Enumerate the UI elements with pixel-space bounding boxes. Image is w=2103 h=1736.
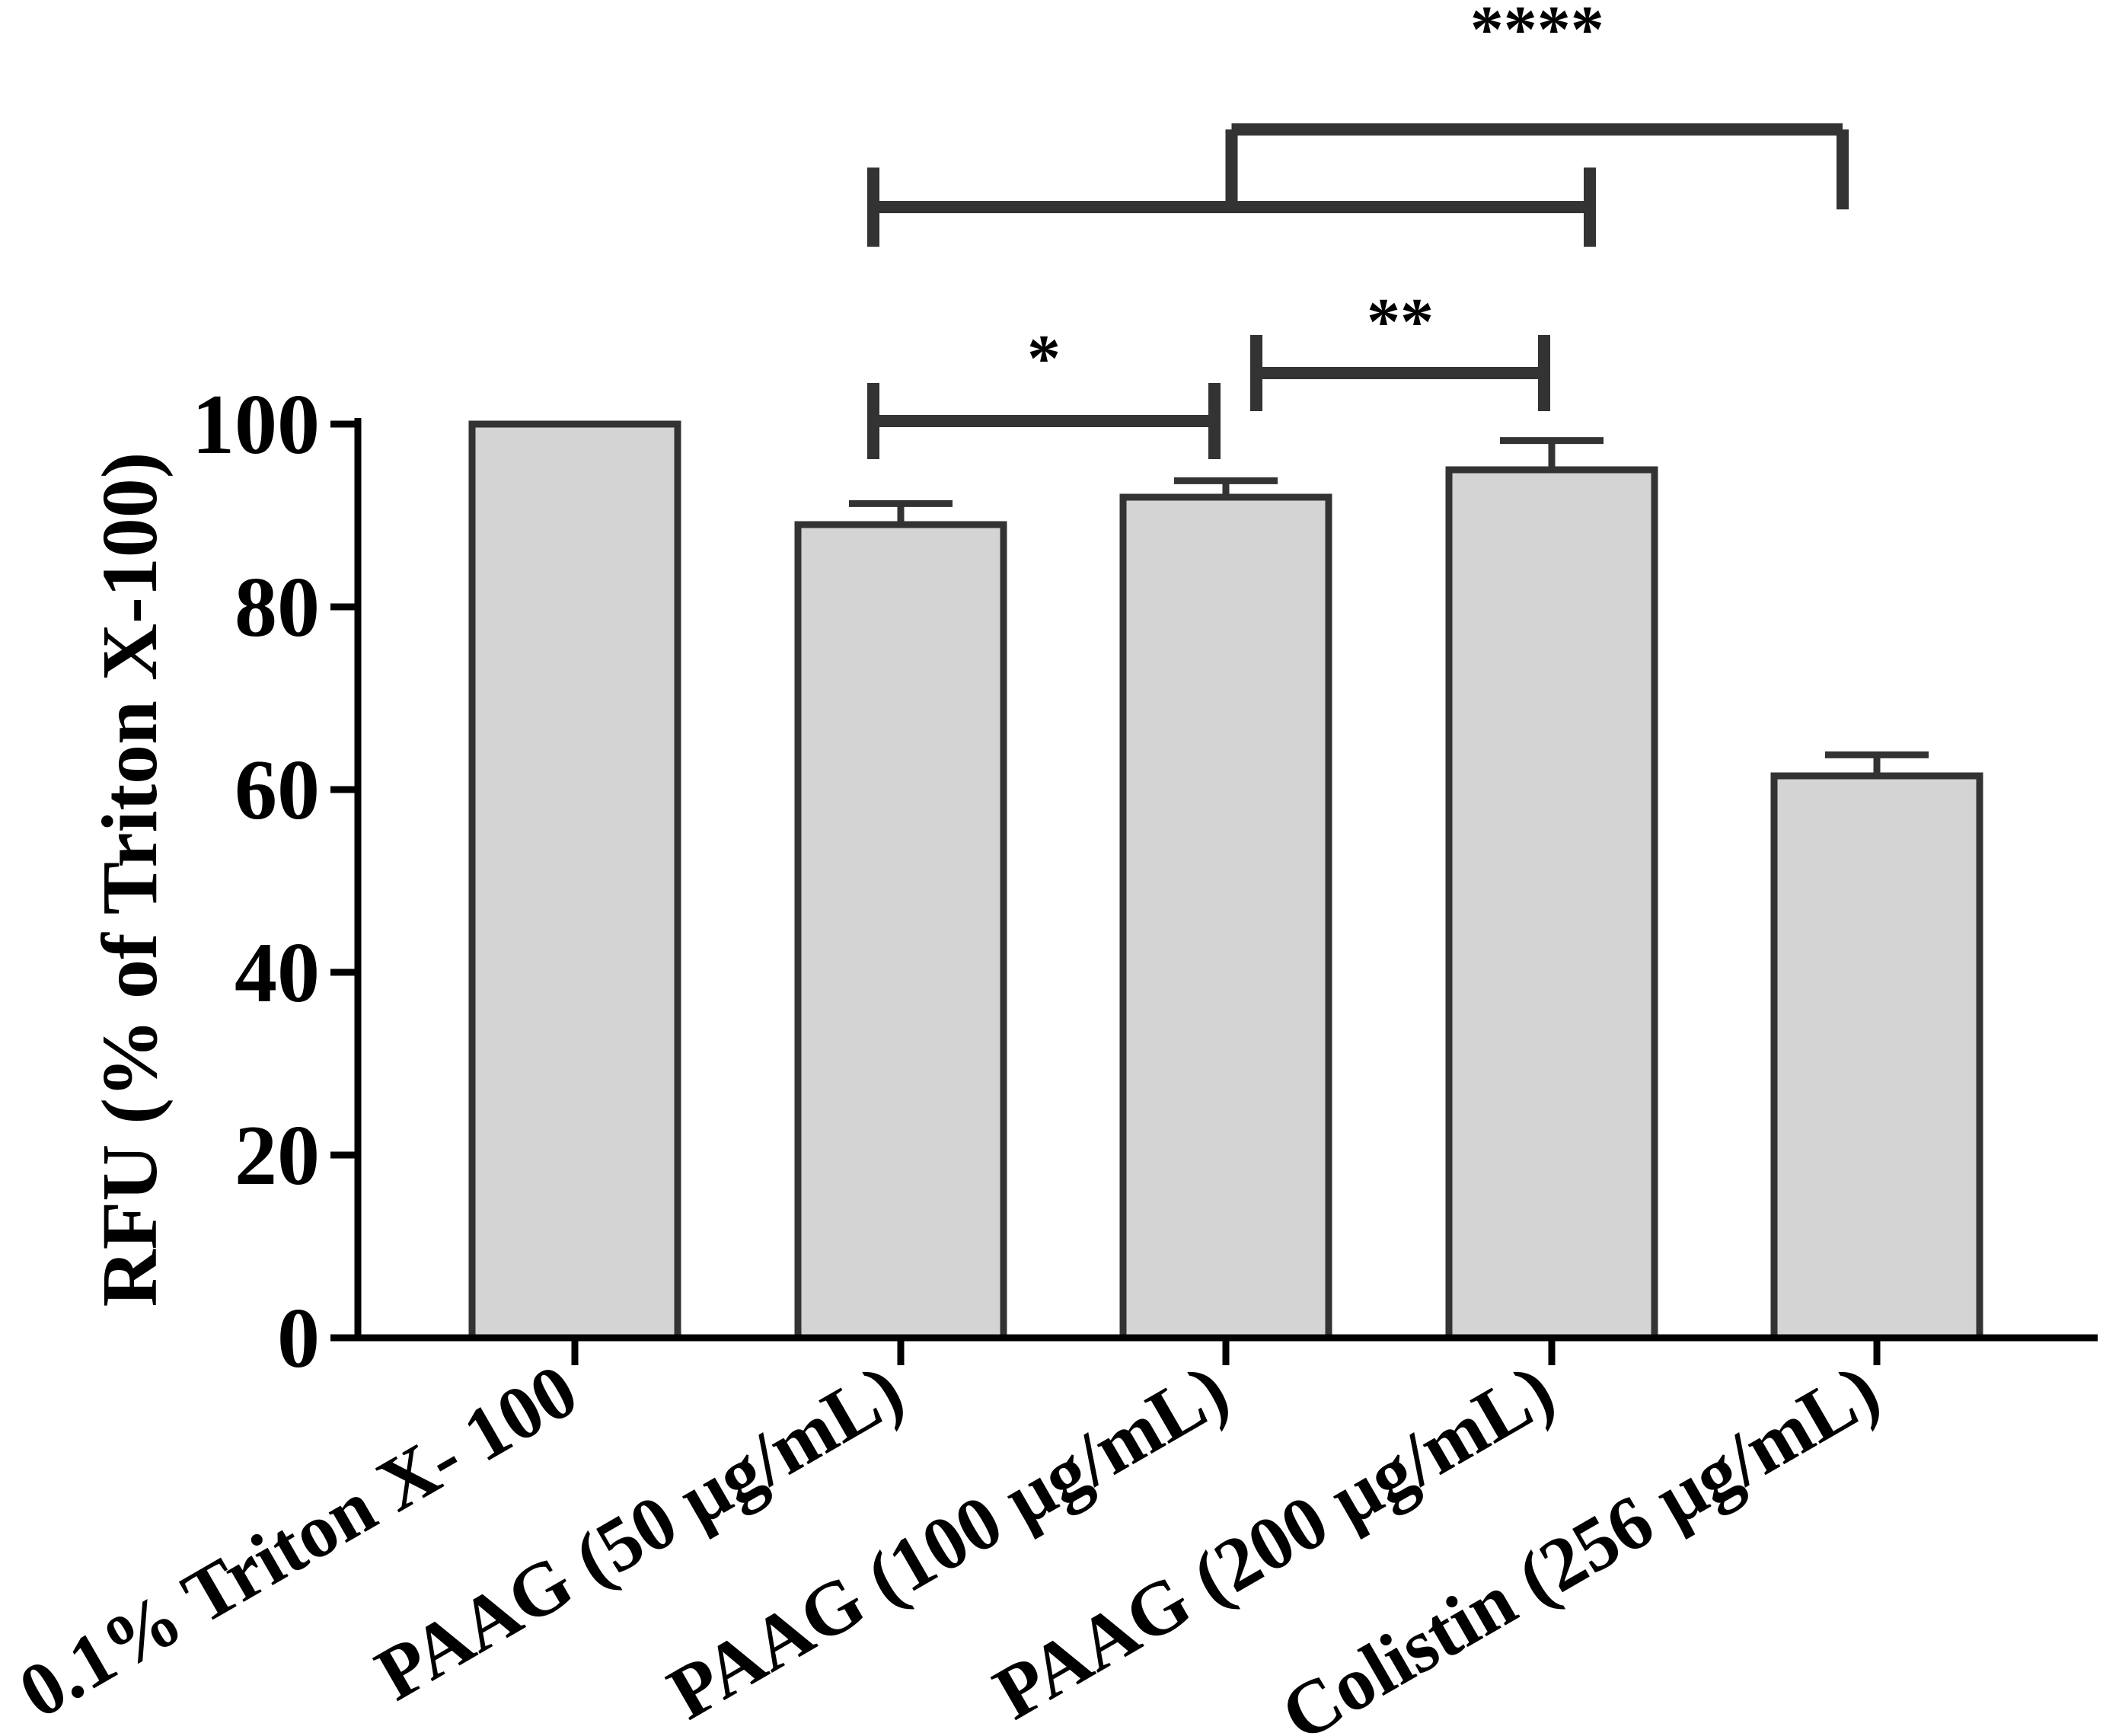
sig-label-3: **** xyxy=(1470,0,1604,67)
y-axis-label: RFU (% of Triton X-100) xyxy=(86,452,174,1307)
y-tick-label-40: 40 xyxy=(235,926,320,1020)
y-tick-label-60: 60 xyxy=(235,743,320,838)
x-tick-label-5: Colistin (256 μg/mL) xyxy=(1268,1348,1893,1736)
bar-1 xyxy=(468,420,681,1342)
sig-label-2: ** xyxy=(1367,286,1434,359)
y-tick-label-80: 80 xyxy=(235,560,320,655)
x-tick-label-2: PAAG (50 μg/mL) xyxy=(362,1348,917,1717)
error-bars-group xyxy=(849,437,1929,776)
bar-4 xyxy=(1445,466,1658,1342)
y-tick-label-100: 100 xyxy=(192,378,320,472)
bars-group xyxy=(468,420,1983,1342)
bar-5 xyxy=(1770,772,1983,1342)
x-tick-label-1: 0.1% Triton X- 100 xyxy=(5,1348,591,1734)
y-tick-label-0: 0 xyxy=(277,1291,320,1386)
x-tick-label-3: PAAG (100 μg/mL) xyxy=(654,1348,1242,1736)
bar-3 xyxy=(1119,493,1332,1342)
y-tick-label-20: 20 xyxy=(235,1109,320,1203)
x-tick-label-4: PAAG (200 μg/mL) xyxy=(980,1348,1568,1736)
sig-label-1: * xyxy=(1027,322,1061,396)
significance-group: * ****** xyxy=(867,0,1849,459)
bar-2 xyxy=(794,521,1007,1342)
